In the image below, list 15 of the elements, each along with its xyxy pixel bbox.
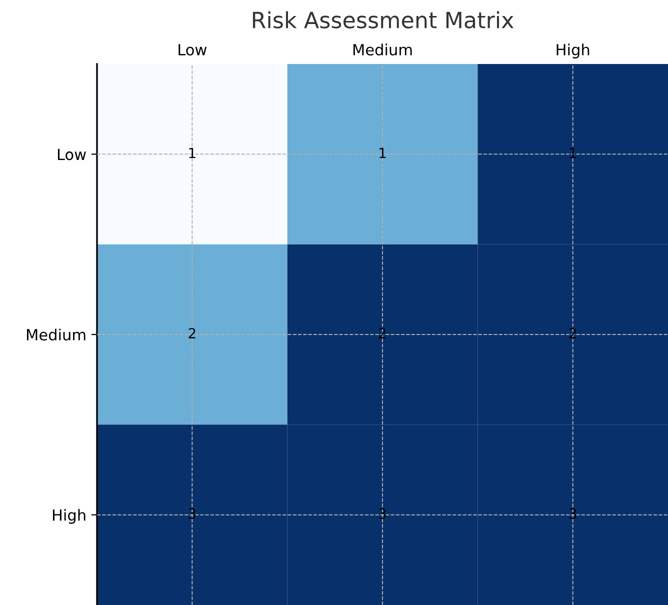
data-label: 2 bbox=[569, 328, 576, 338]
y-tick-label: High bbox=[52, 509, 86, 524]
data-label: 1 bbox=[189, 148, 196, 158]
x-tick-label: Low bbox=[178, 44, 207, 56]
y-tick-label: Low bbox=[58, 148, 86, 160]
data-label: 1 bbox=[380, 148, 386, 158]
data-label: 3 bbox=[379, 508, 386, 519]
y-tick-label: Medium bbox=[26, 328, 86, 341]
x-tick-label: Medium bbox=[353, 44, 412, 56]
data-label: 2 bbox=[379, 328, 386, 338]
chart-title: Risk Assessment Matrix bbox=[252, 11, 514, 28]
x-tick-label: High bbox=[556, 44, 590, 58]
data-label: 3 bbox=[569, 508, 576, 519]
data-label: 1 bbox=[570, 148, 576, 158]
data-label: 2 bbox=[188, 328, 196, 338]
